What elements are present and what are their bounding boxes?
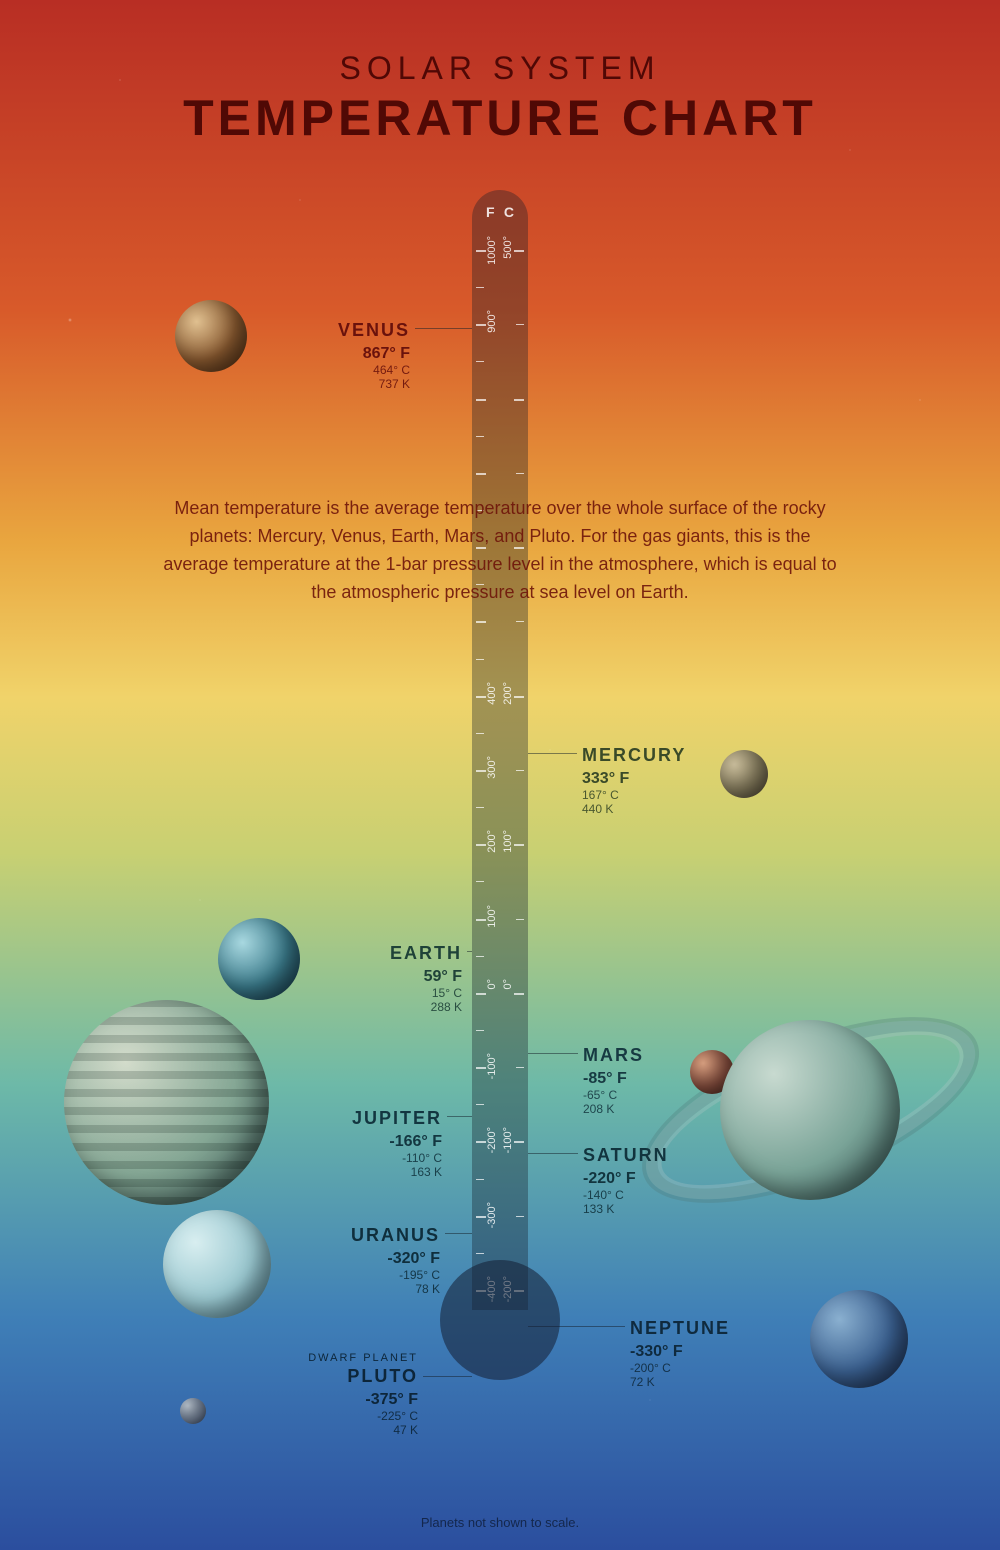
c-tick-label: 500°	[502, 236, 514, 259]
temp-kelvin: 163 K	[302, 1165, 442, 1179]
temp-celsius: -225° C	[278, 1409, 418, 1423]
thermometer: F C 1000° 900° 400° 300° 200° 100° 0° -100° -200…	[472, 190, 528, 1380]
connector-line	[528, 1153, 578, 1154]
planet-name: MARS	[583, 1045, 723, 1066]
temp-fahrenheit: -330° F	[630, 1343, 770, 1361]
temp-celsius: -65° C	[583, 1088, 723, 1102]
temp-celsius: -200° C	[630, 1361, 770, 1375]
temp-celsius: 15° C	[322, 986, 462, 1000]
temp-fahrenheit: -320° F	[300, 1250, 440, 1268]
temp-celsius: -195° C	[300, 1268, 440, 1282]
planet-earth-icon	[218, 918, 300, 1000]
temp-celsius: -110° C	[302, 1151, 442, 1165]
planet-name: VENUS	[270, 320, 410, 341]
planet-entry-jupiter: JUPITER -166° F-110° C163 K	[302, 1108, 442, 1179]
temp-fahrenheit: -166° F	[302, 1133, 442, 1151]
connector-line	[445, 1233, 472, 1234]
connector-line	[415, 328, 472, 329]
temp-fahrenheit: 59° F	[322, 968, 462, 986]
temp-kelvin: 440 K	[582, 802, 722, 816]
planet-entry-neptune: NEPTUNE -330° F-200° C72 K	[630, 1318, 770, 1389]
temp-fahrenheit: 333° F	[582, 770, 722, 788]
connector-line	[528, 1053, 578, 1054]
planet-name: EARTH	[322, 943, 462, 964]
planet-entry-pluto: DWARF PLANET PLUTO -375° F-225° C47 K	[278, 1352, 418, 1437]
temp-fahrenheit: -375° F	[278, 1391, 418, 1409]
title-line1: SOLAR SYSTEM	[0, 50, 1000, 87]
title-line2: TEMPERATURE CHART	[0, 89, 1000, 147]
thermometer-bulb	[440, 1260, 560, 1380]
planet-name: URANUS	[300, 1225, 440, 1246]
planet-name: JUPITER	[302, 1108, 442, 1129]
f-tick-label: 300°	[486, 756, 498, 779]
temp-fahrenheit: -85° F	[583, 1070, 723, 1088]
planet-uranus-icon	[163, 1210, 271, 1318]
connector-line	[447, 1116, 472, 1117]
f-tick-label: 1000°	[486, 236, 498, 265]
temp-kelvin: 78 K	[300, 1282, 440, 1296]
connector-line	[423, 1376, 472, 1377]
temp-kelvin: 133 K	[583, 1202, 723, 1216]
temp-kelvin: 208 K	[583, 1102, 723, 1116]
f-tick-label: 0°	[486, 979, 498, 990]
c-tick-label: 200°	[502, 682, 514, 705]
temp-celsius: 167° C	[582, 788, 722, 802]
temp-kelvin: 72 K	[630, 1375, 770, 1389]
c-tick-label: 100°	[502, 830, 514, 853]
unit-label-f: F	[486, 204, 495, 220]
connector-line	[528, 753, 577, 754]
planet-jupiter-icon	[64, 1000, 269, 1205]
f-tick-label: 400°	[486, 682, 498, 705]
planet-entry-uranus: URANUS -320° F-195° C78 K	[300, 1225, 440, 1296]
footnote: Planets not shown to scale.	[421, 1515, 579, 1530]
planet-entry-earth: EARTH 59° F15° C288 K	[322, 943, 462, 1014]
temp-kelvin: 47 K	[278, 1423, 418, 1437]
temp-kelvin: 737 K	[270, 377, 410, 391]
planet-name: SATURN	[583, 1145, 723, 1166]
temp-celsius: -140° C	[583, 1188, 723, 1202]
f-tick-label: -300°	[486, 1202, 498, 1228]
f-tick-label: 100°	[486, 905, 498, 928]
temp-fahrenheit: 867° F	[270, 345, 410, 363]
f-tick-label: 900°	[486, 310, 498, 333]
planet-pluto-icon	[180, 1398, 206, 1424]
unit-label-c: C	[504, 204, 514, 220]
planet-entry-mercury: MERCURY 333° F167° C440 K	[582, 745, 722, 816]
c-tick-label: 0°	[502, 979, 514, 990]
temp-fahrenheit: -220° F	[583, 1170, 723, 1188]
f-tick-label: -200°	[486, 1127, 498, 1153]
c-tick-label: -100°	[502, 1127, 514, 1153]
f-tick-label: -100°	[486, 1053, 498, 1079]
planet-venus-icon	[175, 300, 247, 372]
title-block: SOLAR SYSTEM TEMPERATURE CHART	[0, 0, 1000, 147]
planet-name: MERCURY	[582, 745, 722, 766]
planet-entry-mars: MARS -85° F-65° C208 K	[583, 1045, 723, 1116]
planet-saturn-icon	[720, 1020, 900, 1200]
planet-name: NEPTUNE	[630, 1318, 770, 1339]
planet-mercury-icon	[720, 750, 768, 798]
planet-subtitle: DWARF PLANET	[278, 1352, 418, 1364]
planet-entry-venus: VENUS 867° F464° C737 K	[270, 320, 410, 391]
description-text: Mean temperature is the average temperat…	[160, 495, 840, 607]
temp-celsius: 464° C	[270, 363, 410, 377]
planet-name: PLUTO	[278, 1366, 418, 1387]
thermometer-tube: F C 1000° 900° 400° 300° 200° 100° 0° -100° -200…	[472, 190, 528, 1310]
temp-kelvin: 288 K	[322, 1000, 462, 1014]
planet-neptune-icon	[810, 1290, 908, 1388]
f-tick-label: 200°	[486, 830, 498, 853]
planet-entry-saturn: SATURN -220° F-140° C133 K	[583, 1145, 723, 1216]
